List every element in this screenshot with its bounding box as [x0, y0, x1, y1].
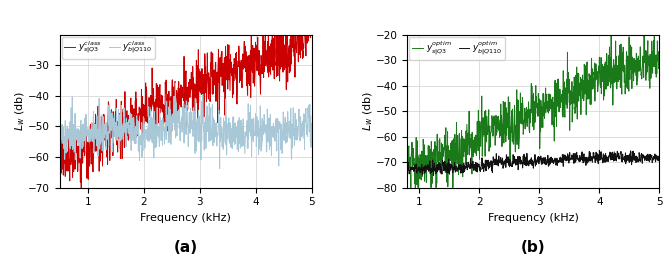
Legend: $y^{class}_{s|Q3}$, $y^{class}_{b|Q110}$: $y^{class}_{s|Q3}$, $y^{class}_{b|Q110}$: [62, 37, 155, 59]
$y^{class}_{s|Q3}$: [274, 53, 282, 56]
$y^{optim}_{b|Q110}$: [595, 149, 603, 152]
Line: $y^{optim}_{b|Q110}$: $y^{optim}_{b|Q110}$: [408, 151, 659, 176]
$y^{class}_{b|Q110}$: [83, 131, 91, 135]
Line: $y^{optim}_{s|Q3}$: $y^{optim}_{s|Q3}$: [408, 30, 659, 188]
$y^{optim}_{s|Q3}$: [431, 165, 439, 168]
$y^{optim}_{b|Q110}$: [511, 158, 519, 161]
$y^{optim}_{b|Q110}$: [470, 165, 478, 168]
$y^{class}_{b|Q110}$: [121, 122, 129, 125]
$y^{optim}_{s|Q3}$: [640, 28, 648, 32]
Y-axis label: $L_w$ (db): $L_w$ (db): [13, 91, 27, 131]
$y^{optim}_{s|Q3}$: [407, 186, 415, 189]
$y^{class}_{s|Q3}$: [56, 165, 64, 168]
$y^{optim}_{s|Q3}$: [404, 158, 412, 161]
$y^{class}_{s|Q3}$: [308, 11, 316, 14]
$y^{class}_{s|Q3}$: [236, 81, 244, 84]
$y^{optim}_{b|Q110}$: [430, 174, 438, 177]
$y^{optim}_{s|Q3}$: [511, 150, 519, 154]
$y^{class}_{s|Q3}$: [307, 3, 315, 7]
$y^{optim}_{s|Q3}$: [655, 61, 663, 64]
$y^{class}_{s|Q3}$: [164, 93, 172, 96]
Line: $y^{class}_{s|Q3}$: $y^{class}_{s|Q3}$: [60, 5, 312, 188]
$y^{optim}_{b|Q110}$: [404, 168, 412, 171]
$y^{class}_{b|Q110}$: [274, 121, 282, 124]
X-axis label: Frequency (kHz): Frequency (kHz): [488, 213, 579, 223]
$y^{class}_{s|Q3}$: [77, 186, 85, 189]
$y^{optim}_{s|Q3}$: [593, 83, 601, 86]
$y^{optim}_{b|Q110}$: [431, 169, 439, 173]
$y^{class}_{b|Q110}$: [164, 114, 172, 117]
$y^{class}_{b|Q110}$: [236, 126, 244, 129]
$y^{class}_{s|Q3}$: [84, 147, 92, 151]
$y^{class}_{s|Q3}$: [122, 126, 130, 129]
Text: (a): (a): [174, 240, 198, 255]
$y^{class}_{b|Q110}$: [216, 167, 224, 170]
$y^{class}_{b|Q110}$: [246, 131, 254, 134]
$y^{class}_{b|Q110}$: [56, 136, 64, 139]
$y^{optim}_{s|Q3}$: [470, 155, 478, 158]
$y^{class}_{b|Q110}$: [171, 81, 179, 84]
$y^{optim}_{b|Q110}$: [621, 151, 629, 155]
$y^{optim}_{s|Q3}$: [621, 92, 629, 95]
$y^{optim}_{b|Q110}$: [593, 152, 601, 155]
$y^{optim}_{s|Q3}$: [583, 60, 591, 64]
Text: (b): (b): [521, 240, 545, 255]
Legend: $y^{optim}_{s|Q3}$, $y^{optim}_{b|Q110}$: $y^{optim}_{s|Q3}$, $y^{optim}_{b|Q110}$: [410, 37, 505, 60]
Y-axis label: $L_w$ (db): $L_w$ (db): [361, 91, 374, 131]
$y^{class}_{s|Q3}$: [246, 61, 254, 65]
$y^{optim}_{b|Q110}$: [655, 157, 663, 160]
X-axis label: Frequency (kHz): Frequency (kHz): [141, 213, 231, 223]
$y^{class}_{b|Q110}$: [308, 131, 316, 134]
Line: $y^{class}_{b|Q110}$: $y^{class}_{b|Q110}$: [60, 83, 312, 169]
$y^{optim}_{b|Q110}$: [583, 158, 591, 161]
